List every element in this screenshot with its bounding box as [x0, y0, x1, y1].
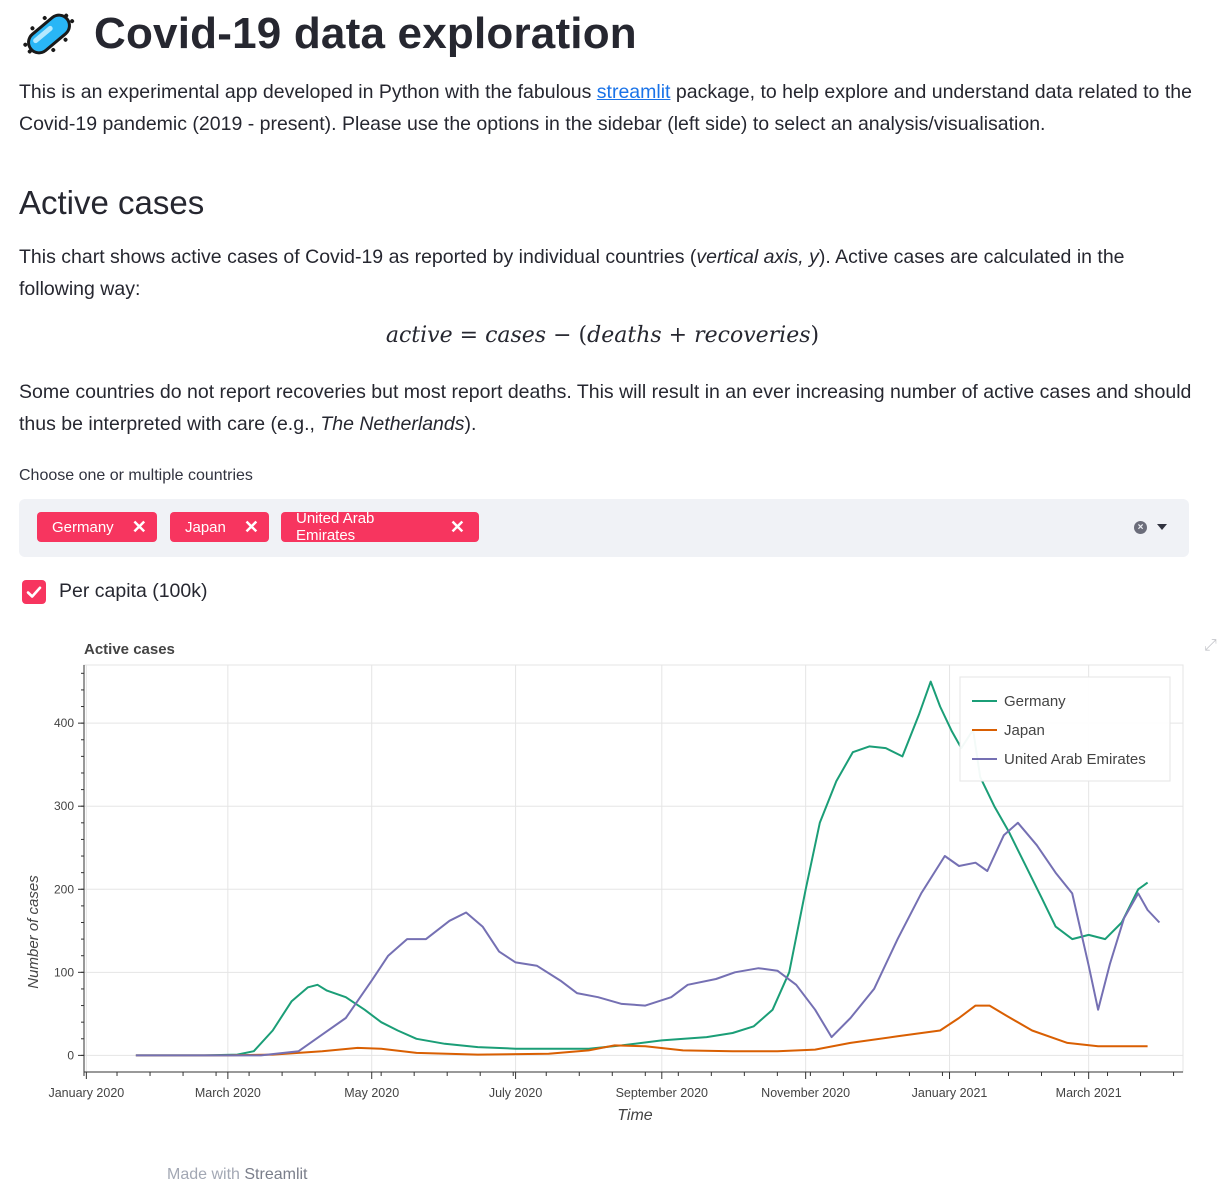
page-title: Covid-19 data exploration: [94, 9, 637, 58]
caveat-paragraph: Some countries do not report recoveries …: [19, 376, 1199, 440]
formula-equals: =: [459, 323, 479, 348]
legend-label-united-arab-emirates: United Arab Emirates: [1004, 751, 1146, 768]
x-tick-label: May 2020: [344, 1086, 399, 1100]
caveat-text: Some countries do not report recoveries …: [19, 381, 1192, 435]
x-axis-label: Time: [617, 1107, 653, 1124]
per-capita-label[interactable]: Per capita (100k): [59, 580, 208, 602]
series-line-united-arab-emirates: [135, 821, 1161, 1057]
caveat-text: ).: [464, 413, 477, 435]
intro-text-start: This is an experimental app developed in…: [19, 81, 597, 103]
chart-lines: [135, 680, 1161, 1057]
x-tick-label: September 2020: [616, 1086, 708, 1100]
x-tick-label: July 2020: [489, 1086, 543, 1100]
x-tick-label: November 2020: [761, 1086, 850, 1100]
intro-text-end: package, to help explore and understand …: [19, 81, 1192, 135]
y-tick-label: 400: [54, 716, 74, 730]
y-tick-label: 0: [67, 1048, 74, 1062]
legend-label-germany: Germany: [1004, 693, 1066, 710]
formula-minus: −: [553, 323, 572, 348]
chevron-down-icon[interactable]: [1157, 524, 1167, 530]
page-header: Covid-19 data exploration: [20, 4, 637, 64]
y-tick-label: 100: [54, 965, 74, 979]
x-tick-label: March 2021: [1056, 1086, 1122, 1100]
remove-uae-icon[interactable]: ✕: [449, 517, 465, 537]
active-cases-formula: active = cases − (deaths + recoveries): [0, 323, 1205, 348]
description-text: This chart shows active cases of Covid-1…: [19, 246, 697, 268]
footer: Made with Streamlit: [167, 1166, 308, 1184]
caveat-emphasis: The Netherlands: [320, 413, 465, 435]
section-description: This chart shows active cases of Covid-1…: [19, 241, 1199, 305]
y-axis-label: Number of cases: [25, 875, 42, 989]
streamlit-link[interactable]: streamlit: [596, 81, 671, 103]
y-tick-label: 300: [54, 799, 74, 813]
per-capita-checkbox[interactable]: [22, 580, 46, 604]
x-tick-label: March 2020: [195, 1086, 261, 1100]
description-emphasis: vertical axis, y: [696, 246, 819, 268]
clear-circle-icon[interactable]: ×: [1134, 521, 1147, 534]
chart-axes: [83, 665, 1183, 1073]
x-tick-label: January 2020: [48, 1086, 124, 1100]
formula-recoveries: recoveries: [694, 323, 811, 348]
formula-deaths: deaths: [587, 323, 662, 348]
formula-open-paren: (: [578, 323, 588, 348]
section-heading: Active cases: [19, 184, 205, 221]
active-cases-chart: Active cases 0 100 200 300 400 January 2020 Ma…: [25, 641, 1184, 1124]
chart-title: Active cases: [84, 641, 175, 658]
remove-japan-icon[interactable]: ✕: [243, 517, 259, 537]
chip-germany: Germany ✕: [37, 512, 157, 542]
y-tick-label: 200: [54, 882, 74, 896]
intro-paragraph: This is an experimental app developed in…: [19, 76, 1199, 140]
checkmark-icon: [26, 586, 42, 598]
legend-label-japan: Japan: [1004, 722, 1045, 739]
formula-plus: +: [668, 323, 688, 348]
description-text: ). Active cases are calculated in the fo…: [19, 246, 1125, 300]
chip-label: United Arab Emirates: [296, 510, 375, 544]
x-tick-label: January 2021: [912, 1086, 988, 1100]
chip-united-arab-emirates: United Arab Emirates ✕: [281, 510, 479, 544]
series-line-germany: [135, 680, 1149, 1057]
streamlit-brand[interactable]: Streamlit: [244, 1166, 308, 1183]
microbe-icon: [23, 13, 75, 55]
formula-cases: cases: [485, 323, 547, 348]
country-multiselect[interactable]: Germany ✕ Japan ✕ United Arab Emirates ✕…: [19, 499, 1189, 557]
fullscreen-expand-icon[interactable]: ⤢: [1204, 637, 1217, 654]
country-select-label: Choose one or multiple countries: [19, 467, 253, 484]
chart-ticks: 0 100 200 300 400 January 2020 March 2020 May 2…: [48, 672, 1175, 1100]
formula-close-paren: ): [810, 323, 820, 348]
footer-prefix: Made with: [167, 1166, 245, 1183]
formula-active: active: [385, 323, 453, 348]
series-line-japan: [135, 1004, 1148, 1057]
chip-label: Germany: [52, 518, 114, 536]
chart-legend: Germany Japan United Arab Emirates: [959, 676, 1171, 782]
chip-label: Japan: [185, 518, 226, 536]
chip-japan: Japan ✕: [170, 512, 269, 542]
remove-germany-icon[interactable]: ✕: [131, 517, 147, 537]
